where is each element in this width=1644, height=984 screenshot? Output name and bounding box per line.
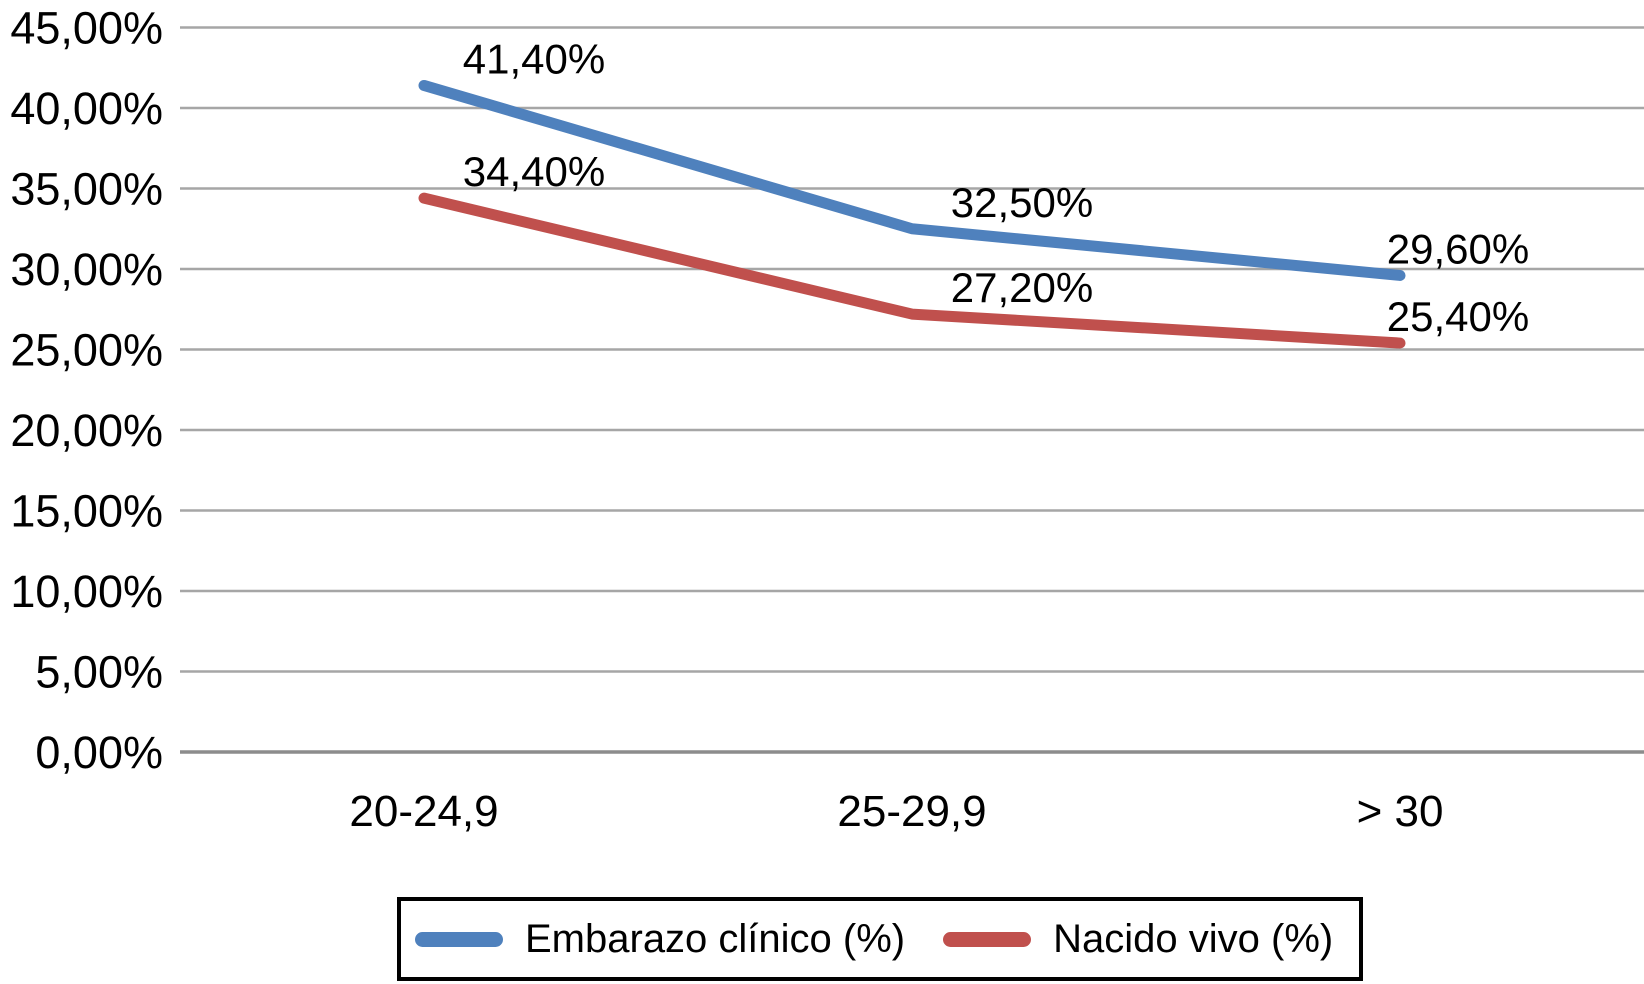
x-axis-category-label: 20-24,9 — [349, 787, 498, 836]
y-axis-tick-label: 15,00% — [10, 486, 163, 537]
y-axis-tick-label: 25,00% — [10, 325, 163, 376]
x-axis-category-label: > 30 — [1357, 787, 1444, 836]
y-axis-tick-label: 10,00% — [10, 566, 163, 617]
y-axis-tick-label: 30,00% — [10, 244, 163, 295]
y-axis-tick-label: 40,00% — [10, 83, 163, 134]
legend-label-nacido-vivo: Nacido vivo (%) — [1053, 917, 1334, 961]
legend: Embarazo clínico (%) Nacido vivo (%) — [397, 897, 1363, 981]
series-line-nacido-vivo — [418, 192, 1406, 349]
y-axis-tick-label: 35,00% — [10, 164, 163, 215]
x-axis-category-label: 25-29,9 — [837, 787, 986, 836]
data-point-label-nacido-vivo: 25,40% — [1387, 293, 1529, 340]
series-line-embarazo-clinico — [418, 79, 1406, 281]
data-point-label-embarazo-clinico: 41,40% — [463, 35, 605, 82]
data-point-label-embarazo-clinico: 32,50% — [951, 179, 1093, 226]
y-axis-tick-label: 5,00% — [35, 647, 163, 698]
y-axis-tick-label: 45,00% — [10, 3, 163, 54]
data-point-label-nacido-vivo: 34,40% — [463, 148, 605, 195]
y-axis-tick-label: 20,00% — [10, 405, 163, 456]
data-point-label-nacido-vivo: 27,20% — [951, 264, 1093, 311]
legend-swatch-nacido-vivo — [943, 931, 1032, 947]
legend-label-embarazo-clinico: Embarazo clínico (%) — [525, 917, 906, 961]
legend-swatch-embarazo-clinico — [415, 931, 503, 947]
data-point-label-embarazo-clinico: 29,60% — [1387, 225, 1529, 272]
y-axis-tick-label: 0,00% — [35, 727, 163, 778]
